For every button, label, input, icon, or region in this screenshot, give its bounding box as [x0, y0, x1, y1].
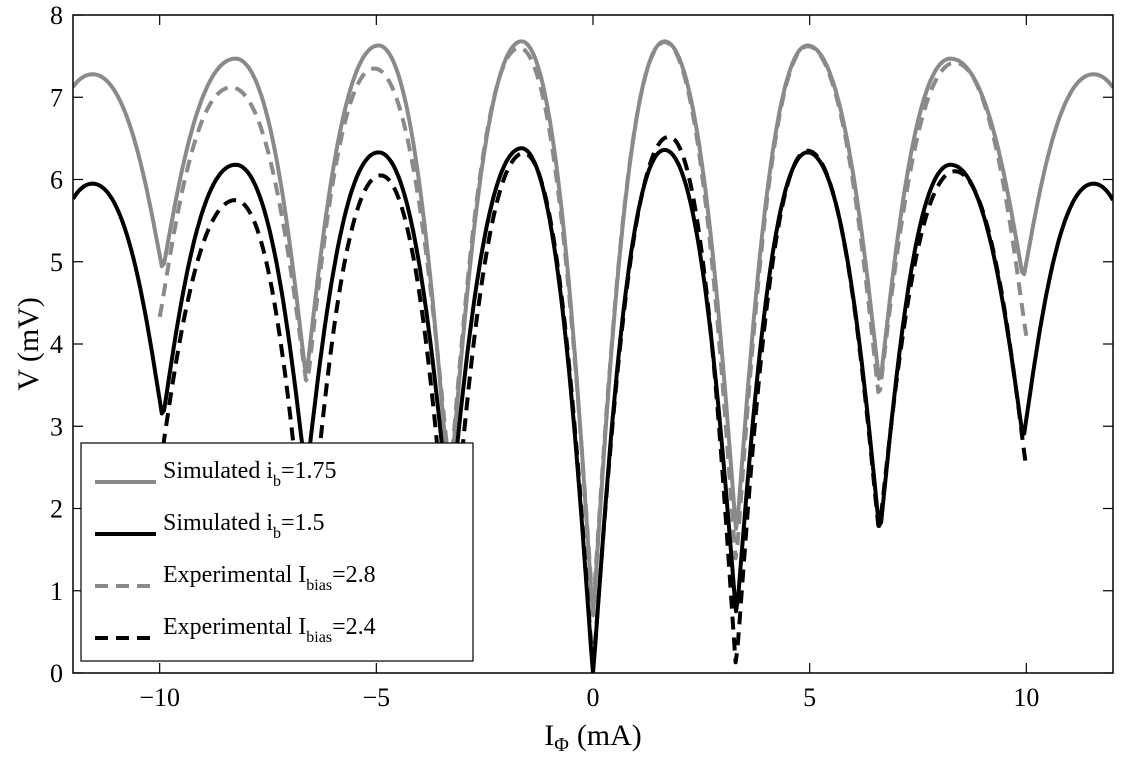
- x-axis-label-main: I: [544, 719, 554, 752]
- y-tick-label: 3: [50, 412, 63, 441]
- ticks-layer: −10 −5 0 5 10 0 1 2 3 4 5 6 7 8: [50, 1, 1113, 712]
- y-tick-label: 4: [50, 330, 63, 359]
- y-tick-label: 2: [50, 495, 63, 524]
- legend: Simulated ib=1.75 Simulated ib=1.5 Experim…: [80, 442, 474, 662]
- x-axis-label: IΦ (mA): [544, 719, 642, 756]
- x-tick-label: 10: [1013, 683, 1039, 712]
- legend-label-2: Simulated ib=1.5: [163, 510, 325, 542]
- y-axis-label: V (mV): [12, 297, 45, 391]
- y-tick-label: 8: [50, 1, 63, 30]
- legend-label-3: Experimental Ibias=2.8: [163, 562, 376, 594]
- series-line-4: [157, 134, 1029, 671]
- x-tick-label: 5: [803, 683, 816, 712]
- x-axis-label-unit: (mA): [577, 719, 642, 752]
- y-tick-label: 0: [50, 659, 63, 688]
- series-line-3: [157, 40, 1029, 610]
- x-tick-label: −5: [362, 683, 390, 712]
- y-tick-label: 6: [50, 166, 63, 195]
- legend-label-1: Simulated ib=1.75: [163, 458, 337, 490]
- y-tick-label: 1: [50, 577, 63, 606]
- series-line-2: [73, 146, 1113, 673]
- series-line-1: [73, 39, 1113, 618]
- x-tick-label: 0: [587, 683, 600, 712]
- x-tick-label: −10: [139, 683, 180, 712]
- y-tick-label: 7: [50, 83, 63, 112]
- series-layer: [73, 39, 1113, 673]
- legend-label-4: Experimental Ibias=2.4: [163, 614, 376, 646]
- legend-box: [80, 442, 474, 662]
- y-tick-label: 5: [50, 248, 63, 277]
- x-axis-label-subscript: Φ: [554, 734, 569, 756]
